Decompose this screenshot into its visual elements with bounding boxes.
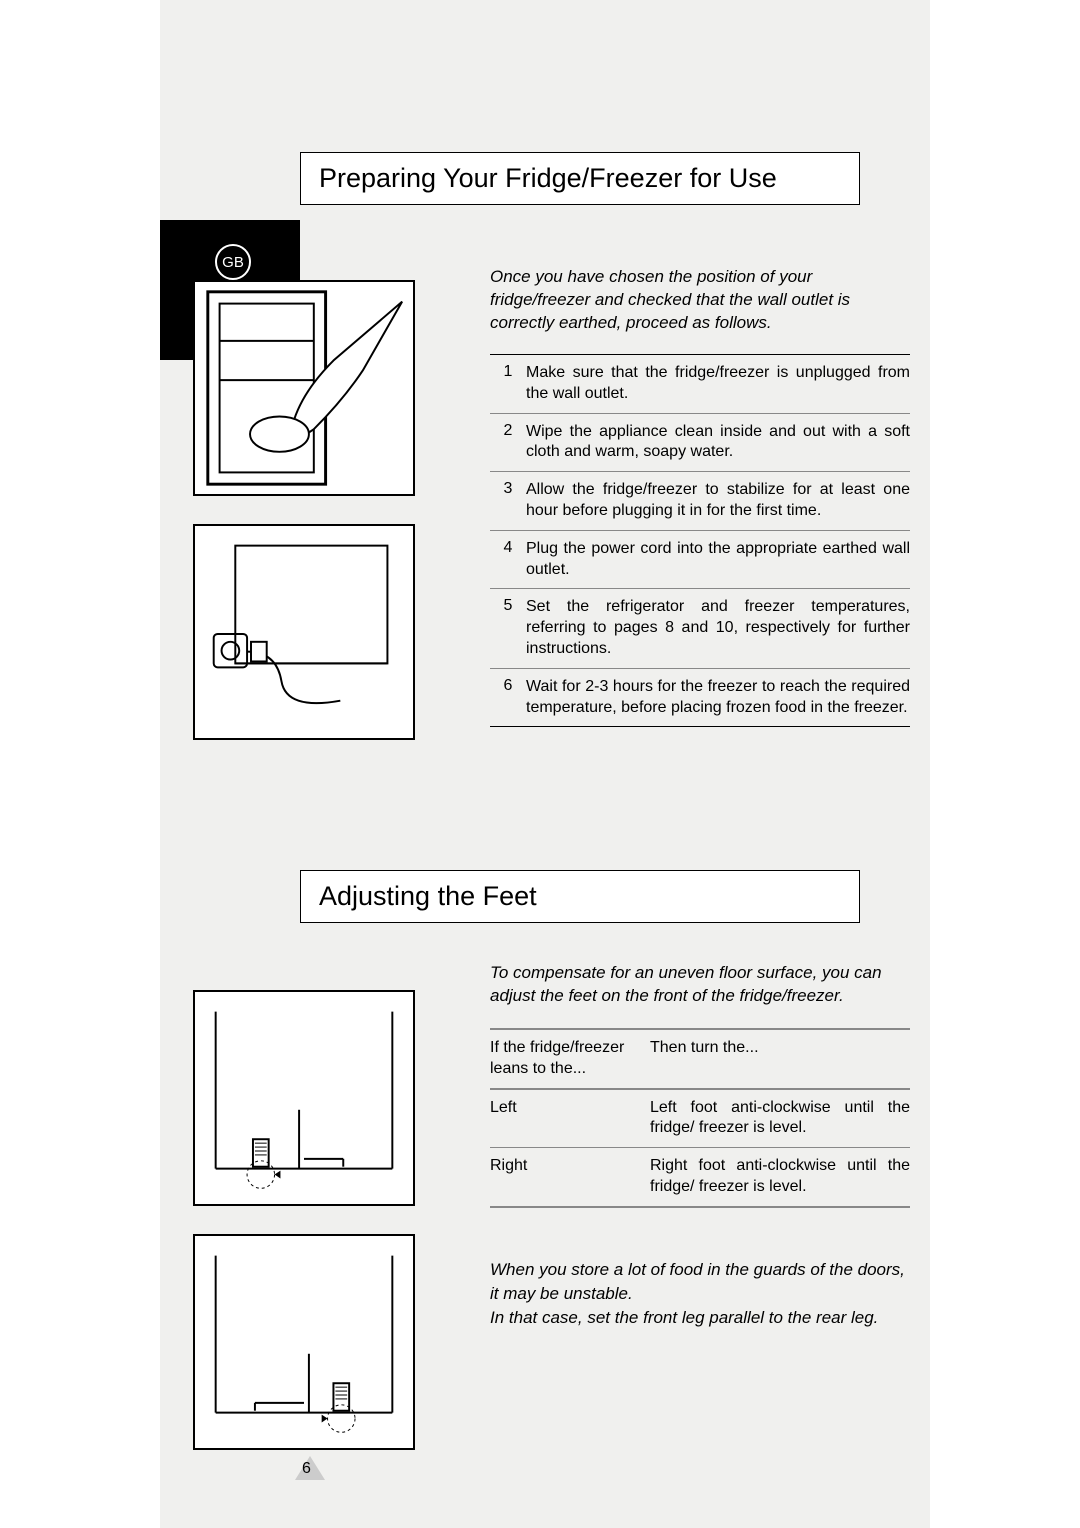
step-text: Plug the power cord into the appropriate… xyxy=(526,539,910,581)
illustration-plug xyxy=(193,524,415,740)
section2-notes: When you store a lot of food in the guar… xyxy=(490,1258,910,1329)
illustration-wipe xyxy=(193,280,415,496)
note-line-1: When you store a lot of food in the guar… xyxy=(490,1258,910,1306)
adjust-c1: Right xyxy=(490,1156,650,1198)
section2-title: Adjusting the Feet xyxy=(319,881,841,912)
language-badge: GB xyxy=(215,244,251,280)
section1-intro: Once you have chosen the position of you… xyxy=(490,266,910,335)
step-text: Allow the fridge/freezer to stabilize fo… xyxy=(526,480,910,522)
steps-table: 1 Make sure that the fridge/freezer is u… xyxy=(490,354,910,727)
step-text: Wait for 2-3 hours for the freezer to re… xyxy=(526,677,910,719)
step-number: 5 xyxy=(490,597,526,659)
step-number: 2 xyxy=(490,422,526,464)
step-row: 3 Allow the fridge/freezer to stabilize … xyxy=(490,472,910,531)
step-row: 5 Set the refrigerator and freezer tempe… xyxy=(490,589,910,668)
adjust-c1: Left xyxy=(490,1098,650,1140)
section2-intro: To compensate for an uneven floor surfac… xyxy=(490,962,910,1008)
step-row: 2 Wipe the appliance clean inside and ou… xyxy=(490,414,910,473)
illustration-foot-right xyxy=(193,1234,415,1450)
note-line-2: In that case, set the front leg parallel… xyxy=(490,1306,910,1330)
section2-title-box: Adjusting the Feet xyxy=(300,870,860,923)
section1-title: Preparing Your Fridge/Freezer for Use xyxy=(319,163,841,194)
adjust-header-c1: If the fridge/freezer leans to the... xyxy=(490,1038,650,1080)
adjust-row: Left Left foot anti-clockwise until the … xyxy=(490,1090,910,1149)
step-number: 3 xyxy=(490,480,526,522)
step-number: 4 xyxy=(490,539,526,581)
step-text: Set the refrigerator and freezer tempera… xyxy=(526,597,910,659)
adjust-c2: Right foot anti-clockwise until the frid… xyxy=(650,1156,910,1198)
step-text: Make sure that the fridge/freezer is unp… xyxy=(526,363,910,405)
adjust-header-c2: Then turn the... xyxy=(650,1038,910,1080)
step-row: 1 Make sure that the fridge/freezer is u… xyxy=(490,355,910,414)
adjust-table: If the fridge/freezer leans to the... Th… xyxy=(490,1028,910,1208)
step-number: 6 xyxy=(490,677,526,719)
adjust-header-row: If the fridge/freezer leans to the... Th… xyxy=(490,1030,910,1090)
adjust-row: Right Right foot anti-clockwise until th… xyxy=(490,1148,910,1208)
page-number: 6 xyxy=(302,1460,311,1478)
section1-title-box: Preparing Your Fridge/Freezer for Use xyxy=(300,152,860,205)
step-row: 4 Plug the power cord into the appropria… xyxy=(490,531,910,590)
step-text: Wipe the appliance clean inside and out … xyxy=(526,422,910,464)
step-number: 1 xyxy=(490,363,526,405)
step-row: 6 Wait for 2-3 hours for the freezer to … xyxy=(490,669,910,728)
illustration-foot-left xyxy=(193,990,415,1206)
adjust-c2: Left foot anti-clockwise until the fridg… xyxy=(650,1098,910,1140)
